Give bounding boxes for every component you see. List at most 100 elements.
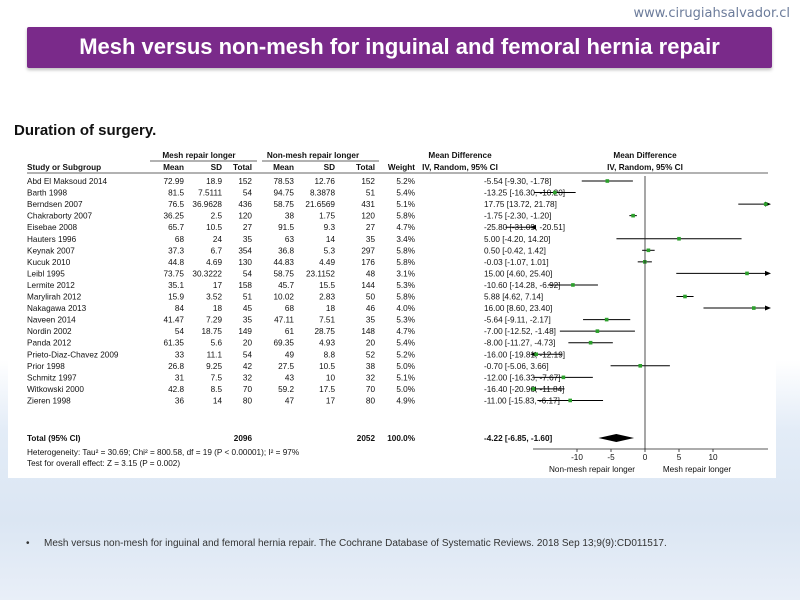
cell-weight: 4.0% bbox=[396, 304, 415, 313]
bullet: • bbox=[26, 538, 30, 549]
point-estimate bbox=[763, 202, 768, 206]
cell-mean-nonmesh: 58.75 bbox=[274, 269, 295, 278]
cell-sd-nonmesh: 17.5 bbox=[319, 385, 335, 394]
cell-total-nonmesh: 51 bbox=[366, 189, 376, 198]
cell-sd-mesh: 14 bbox=[213, 396, 223, 405]
total-weight: 100.0% bbox=[387, 434, 415, 443]
study-name: Nakagawa 2013 bbox=[27, 304, 87, 313]
column-header-total-mesh: Total bbox=[233, 163, 252, 172]
cell-ci: -5.64 [-9.11, -2.17] bbox=[484, 316, 551, 325]
column-header-ci: IV, Random, 95% CI bbox=[422, 163, 498, 172]
cell-total-nonmesh: 152 bbox=[361, 177, 375, 186]
cell-sd-mesh: 17 bbox=[213, 281, 223, 290]
cell-sd-mesh: 11.1 bbox=[207, 350, 223, 359]
cell-sd-nonmesh: 2.83 bbox=[319, 293, 335, 302]
study-name: Abd El Maksoud 2014 bbox=[27, 177, 108, 186]
cell-mean-nonmesh: 10.02 bbox=[274, 293, 295, 302]
cell-sd-nonmesh: 5.3 bbox=[324, 246, 336, 255]
cell-total-nonmesh: 32 bbox=[366, 373, 376, 382]
cell-total-mesh: 27 bbox=[243, 223, 253, 232]
point-estimate bbox=[531, 387, 536, 391]
cell-mean-nonmesh: 27.5 bbox=[278, 362, 294, 371]
cell-total-mesh: 35 bbox=[243, 316, 253, 325]
chart-title: Duration of surgery. bbox=[14, 122, 157, 139]
cell-mean-mesh: 15.9 bbox=[168, 293, 184, 302]
total-label: Total (95% CI) bbox=[27, 434, 81, 443]
cell-total-nonmesh: 35 bbox=[366, 316, 376, 325]
cell-total-nonmesh: 297 bbox=[361, 246, 375, 255]
cell-total-mesh: 158 bbox=[238, 281, 252, 290]
cell-mean-mesh: 35.1 bbox=[168, 281, 184, 290]
cell-sd-nonmesh: 8.3878 bbox=[310, 189, 335, 198]
cell-sd-mesh: 18.75 bbox=[202, 327, 223, 336]
cell-sd-mesh: 4.69 bbox=[206, 258, 222, 267]
cell-mean-mesh: 54 bbox=[175, 327, 185, 336]
study-name: Zieren 1998 bbox=[27, 396, 71, 405]
cell-weight: 4.9% bbox=[396, 396, 415, 405]
cell-mean-mesh: 84 bbox=[175, 304, 185, 313]
cell-ci: 5.00 [-4.20, 14.20] bbox=[484, 235, 550, 244]
heterogeneity-text: Heterogeneity: Tau² = 30.69; Chi² = 800.… bbox=[27, 448, 299, 457]
cell-mean-nonmesh: 44.83 bbox=[274, 258, 295, 267]
cell-mean-mesh: 36 bbox=[175, 396, 185, 405]
cell-total-nonmesh: 50 bbox=[366, 293, 376, 302]
cell-ci: -11.00 [-15.83, -6.17] bbox=[484, 396, 560, 405]
point-estimate bbox=[745, 271, 749, 276]
cell-ci: -10.60 [-14.28, -6.92] bbox=[484, 281, 560, 290]
arrow-right-icon bbox=[765, 270, 771, 276]
column-header-ci-plot: IV, Random, 95% CI bbox=[607, 163, 683, 172]
study-name: Prior 1998 bbox=[27, 362, 65, 371]
cell-total-mesh: 149 bbox=[238, 327, 252, 336]
study-name: Schmitz 1997 bbox=[27, 373, 77, 382]
cell-total-nonmesh: 35 bbox=[366, 235, 376, 244]
cell-sd-mesh: 5.6 bbox=[211, 339, 223, 348]
cell-ci: -16.00 [-19.81, -12.19] bbox=[484, 350, 565, 359]
cell-mean-mesh: 76.5 bbox=[168, 200, 184, 209]
cell-mean-nonmesh: 69.35 bbox=[274, 339, 295, 348]
cell-sd-nonmesh: 17 bbox=[326, 396, 336, 405]
cell-total-mesh: 436 bbox=[238, 200, 252, 209]
slide-title-bar: Mesh versus non-mesh for inguinal and fe… bbox=[27, 27, 772, 68]
website-url[interactable]: www.cirugiahsalvador.cl bbox=[633, 6, 790, 21]
cell-mean-mesh: 42.8 bbox=[168, 385, 184, 394]
cell-total-mesh: 35 bbox=[243, 235, 253, 244]
arrow-left-icon bbox=[530, 224, 536, 230]
cell-total-mesh: 42 bbox=[243, 362, 253, 371]
cell-ci: -5.54 [-9.30, -1.78] bbox=[484, 177, 551, 186]
summary-diamond bbox=[598, 434, 635, 442]
point-estimate bbox=[605, 179, 610, 183]
point-estimate bbox=[677, 236, 681, 241]
cell-sd-mesh: 7.5111 bbox=[198, 189, 222, 198]
cell-total-mesh: 54 bbox=[243, 269, 253, 278]
cell-sd-nonmesh: 10.5 bbox=[319, 362, 335, 371]
cell-ci: -0.70 [-5.06, 3.66] bbox=[484, 362, 549, 371]
cell-total-nonmesh: 176 bbox=[361, 258, 375, 267]
cell-sd-mesh: 10.5 bbox=[206, 223, 222, 232]
cell-weight: 5.8% bbox=[396, 293, 415, 302]
study-name: Leibl 1995 bbox=[27, 269, 65, 278]
study-name: Kucuk 2010 bbox=[27, 258, 71, 267]
cell-total-nonmesh: 148 bbox=[361, 327, 375, 336]
study-name: Witkowski 2000 bbox=[27, 385, 84, 394]
cell-ci: -12.00 [-16.33, -7.67] bbox=[484, 373, 560, 382]
cell-total-mesh: 45 bbox=[243, 304, 253, 313]
cell-mean-mesh: 26.8 bbox=[168, 362, 184, 371]
cell-ci: 16.00 [8.60, 23.40] bbox=[484, 304, 552, 313]
cell-mean-mesh: 31 bbox=[175, 373, 185, 382]
cell-total-nonmesh: 20 bbox=[366, 339, 376, 348]
study-name: Panda 2012 bbox=[27, 339, 72, 348]
cell-mean-nonmesh: 47 bbox=[285, 396, 295, 405]
study-name: Nordin 2002 bbox=[27, 327, 72, 336]
cell-mean-nonmesh: 49 bbox=[285, 350, 295, 359]
cell-sd-mesh: 36.9628 bbox=[192, 200, 222, 209]
cell-weight: 5.8% bbox=[396, 246, 415, 255]
cell-total-nonmesh: 27 bbox=[366, 223, 376, 232]
cell-weight: 4.7% bbox=[396, 223, 415, 232]
group-header-mesh: Mesh repair longer bbox=[162, 151, 236, 160]
cell-mean-nonmesh: 59.2 bbox=[278, 385, 294, 394]
cell-mean-nonmesh: 38 bbox=[285, 212, 295, 221]
cell-total-nonmesh: 70 bbox=[366, 385, 376, 394]
arrow-right-icon bbox=[765, 305, 771, 311]
reference-text: Mesh versus non-mesh for inguinal and fe… bbox=[44, 538, 667, 549]
x-tick-label: -10 bbox=[571, 453, 583, 462]
